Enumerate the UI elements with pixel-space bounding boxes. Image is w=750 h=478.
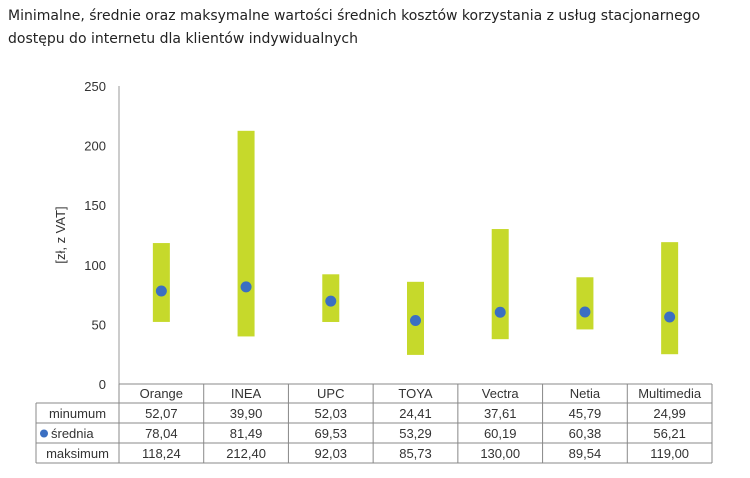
mean-marker bbox=[664, 311, 676, 323]
data-label: 118,24 bbox=[142, 446, 181, 461]
category-label: TOYA bbox=[398, 386, 433, 401]
mean-marker bbox=[325, 295, 337, 307]
category-label: Netia bbox=[570, 386, 601, 401]
range-bar bbox=[661, 242, 679, 355]
series-label: minumum bbox=[49, 406, 106, 421]
y-tick-label: 50 bbox=[92, 317, 106, 332]
mean-marker bbox=[240, 281, 252, 293]
y-tick-label: 250 bbox=[84, 79, 106, 94]
y-tick-label: 200 bbox=[84, 139, 106, 154]
data-label: 45,79 bbox=[569, 406, 602, 421]
category-label: UPC bbox=[317, 386, 344, 401]
y-tick-label: 100 bbox=[84, 258, 106, 273]
data-label: 53,29 bbox=[399, 426, 432, 441]
data-label: 24,99 bbox=[653, 406, 686, 421]
data-label: 89,54 bbox=[569, 446, 602, 461]
data-label: 52,03 bbox=[315, 406, 348, 421]
mean-marker bbox=[579, 306, 591, 318]
data-label: 78,04 bbox=[145, 426, 178, 441]
data-label: 85,73 bbox=[399, 446, 432, 461]
data-label: 119,00 bbox=[650, 446, 689, 461]
data-label: 24,41 bbox=[399, 406, 432, 421]
data-label: 81,49 bbox=[230, 426, 263, 441]
mean-marker bbox=[155, 285, 167, 297]
series-label: maksimum bbox=[46, 446, 109, 461]
data-label: 60,38 bbox=[569, 426, 602, 441]
data-label: 69,53 bbox=[315, 426, 348, 441]
range-bar bbox=[576, 277, 594, 330]
data-label: 37,61 bbox=[484, 406, 517, 421]
category-label: INEA bbox=[231, 386, 262, 401]
y-tick-label: 150 bbox=[84, 198, 106, 213]
chart-title: Minimalne, średnie oraz maksymalne warto… bbox=[8, 8, 701, 47]
y-axis-label: [zł, z VAT] bbox=[53, 206, 68, 263]
series-label: średnia bbox=[51, 426, 94, 441]
data-label: 130,00 bbox=[480, 446, 520, 461]
data-label: 39,90 bbox=[230, 406, 263, 421]
data-label: 92,03 bbox=[315, 446, 348, 461]
legend-marker bbox=[40, 429, 48, 438]
data-label: 212,40 bbox=[226, 446, 266, 461]
mean-marker bbox=[410, 314, 421, 326]
category-label: Orange bbox=[140, 386, 183, 401]
data-label: 56,21 bbox=[653, 426, 686, 441]
data-label: 52,07 bbox=[145, 406, 178, 421]
category-label: Vectra bbox=[482, 386, 520, 401]
category-label: Multimedia bbox=[638, 386, 702, 401]
range-bar bbox=[491, 229, 509, 340]
range-bar bbox=[237, 130, 255, 337]
range-bar bbox=[152, 243, 170, 322]
y-tick-label: 0 bbox=[99, 377, 106, 392]
data-label: 60,19 bbox=[484, 426, 517, 441]
mean-marker bbox=[494, 306, 506, 318]
